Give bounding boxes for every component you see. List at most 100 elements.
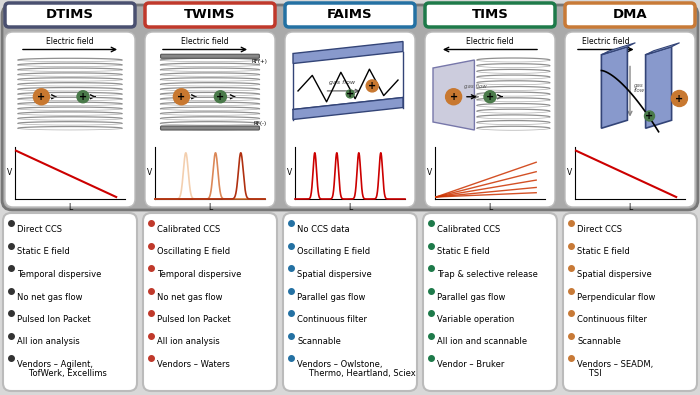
FancyBboxPatch shape: [160, 126, 260, 130]
Text: Direct CCS: Direct CCS: [17, 225, 62, 234]
Text: gas
flow: gas flow: [634, 83, 645, 93]
Circle shape: [671, 90, 687, 107]
FancyBboxPatch shape: [143, 213, 277, 391]
Text: Parallel gas flow: Parallel gas flow: [437, 293, 505, 301]
Text: RF(+): RF(+): [251, 59, 267, 64]
FancyBboxPatch shape: [285, 32, 415, 207]
FancyBboxPatch shape: [285, 3, 415, 27]
Text: V: V: [567, 168, 572, 177]
Text: No CCS data: No CCS data: [297, 225, 349, 234]
FancyBboxPatch shape: [5, 32, 135, 207]
Text: RF(-): RF(-): [254, 120, 267, 126]
Circle shape: [346, 90, 354, 98]
Text: Oscillating E field: Oscillating E field: [297, 248, 370, 256]
Text: Perpendicular flow: Perpendicular flow: [577, 293, 655, 301]
Text: FAIMS: FAIMS: [327, 9, 373, 21]
FancyBboxPatch shape: [283, 213, 417, 391]
Circle shape: [214, 91, 226, 103]
Text: Calibrated CCS: Calibrated CCS: [437, 225, 500, 234]
Text: Variable operation: Variable operation: [437, 315, 514, 324]
Text: L: L: [488, 203, 492, 212]
Polygon shape: [293, 41, 403, 64]
FancyBboxPatch shape: [423, 213, 557, 391]
Text: Direct CCS: Direct CCS: [577, 225, 622, 234]
Polygon shape: [645, 47, 671, 128]
Text: Spatial dispersive: Spatial dispersive: [577, 270, 652, 279]
Circle shape: [645, 111, 654, 121]
Text: Calibrated CCS: Calibrated CCS: [157, 225, 220, 234]
Text: Vendors – Waters: Vendors – Waters: [157, 360, 230, 369]
Text: L: L: [68, 203, 72, 212]
Text: Static E field: Static E field: [577, 248, 630, 256]
Text: +: +: [449, 92, 458, 102]
Text: Electric field: Electric field: [582, 38, 629, 47]
FancyBboxPatch shape: [425, 32, 555, 207]
Text: Oscillating E field: Oscillating E field: [157, 248, 230, 256]
Text: TofWerk, Excellims: TofWerk, Excellims: [21, 369, 107, 378]
Text: Pulsed Ion Packet: Pulsed Ion Packet: [17, 315, 90, 324]
Text: +: +: [645, 111, 654, 121]
Text: DMA: DMA: [612, 9, 648, 21]
Text: No net gas flow: No net gas flow: [157, 293, 223, 301]
Text: +: +: [676, 94, 683, 103]
Polygon shape: [433, 60, 475, 130]
Text: gas flow: gas flow: [330, 81, 356, 85]
FancyBboxPatch shape: [160, 54, 260, 58]
Text: Pulsed Ion Packet: Pulsed Ion Packet: [157, 315, 230, 324]
Text: V: V: [147, 168, 152, 177]
Text: Scannable: Scannable: [577, 337, 621, 346]
Text: DTIMS: DTIMS: [46, 9, 94, 21]
Text: Electric field: Electric field: [466, 38, 514, 47]
FancyBboxPatch shape: [145, 32, 275, 207]
Text: gas flow: gas flow: [464, 84, 487, 89]
Text: +: +: [346, 89, 354, 99]
Circle shape: [366, 80, 378, 92]
Text: Temporal dispersive: Temporal dispersive: [17, 270, 102, 279]
FancyBboxPatch shape: [425, 3, 555, 27]
FancyBboxPatch shape: [563, 213, 697, 391]
Text: +: +: [216, 92, 225, 102]
Text: No net gas flow: No net gas flow: [17, 293, 83, 301]
Text: Vendors – Owlstone,: Vendors – Owlstone,: [297, 360, 382, 369]
Text: +: +: [37, 92, 46, 102]
Text: Temporal dispersive: Temporal dispersive: [157, 270, 242, 279]
Polygon shape: [601, 43, 636, 55]
Polygon shape: [293, 98, 403, 120]
Text: L: L: [628, 203, 632, 212]
Text: Scannable: Scannable: [297, 337, 341, 346]
Text: Thermo, Heartland, Sciex: Thermo, Heartland, Sciex: [301, 369, 416, 378]
Text: Vendors – Agilent,: Vendors – Agilent,: [17, 360, 93, 369]
Text: V: V: [427, 168, 432, 177]
Text: Continuous filter: Continuous filter: [577, 315, 647, 324]
FancyBboxPatch shape: [565, 3, 695, 27]
Text: Continuous filter: Continuous filter: [297, 315, 367, 324]
Text: L: L: [208, 203, 212, 212]
Circle shape: [174, 89, 190, 105]
Circle shape: [34, 89, 50, 105]
FancyBboxPatch shape: [3, 213, 137, 391]
FancyBboxPatch shape: [2, 5, 698, 210]
Text: All ion and scannable: All ion and scannable: [437, 337, 527, 346]
Text: Vendor – Bruker: Vendor – Bruker: [437, 360, 505, 369]
Text: All ion analysis: All ion analysis: [17, 337, 80, 346]
Text: TSI: TSI: [581, 369, 601, 378]
Polygon shape: [645, 43, 680, 55]
Text: Parallel gas flow: Parallel gas flow: [297, 293, 365, 301]
Text: +: +: [177, 92, 186, 102]
Text: V: V: [7, 168, 12, 177]
FancyBboxPatch shape: [5, 3, 135, 27]
Text: L: L: [348, 203, 352, 212]
Circle shape: [446, 89, 461, 105]
Text: +: +: [368, 81, 377, 91]
Text: TWIMS: TWIMS: [184, 9, 236, 21]
Text: All ion analysis: All ion analysis: [157, 337, 220, 346]
Text: V: V: [287, 168, 292, 177]
Polygon shape: [601, 47, 627, 128]
FancyBboxPatch shape: [565, 32, 695, 207]
Text: Vendors – SEADM,: Vendors – SEADM,: [577, 360, 653, 369]
Text: Electric field: Electric field: [181, 38, 229, 47]
Text: Static E field: Static E field: [437, 248, 490, 256]
Text: Electric field: Electric field: [46, 38, 94, 47]
Text: Static E field: Static E field: [17, 248, 70, 256]
Text: Trap & selective release: Trap & selective release: [437, 270, 538, 279]
